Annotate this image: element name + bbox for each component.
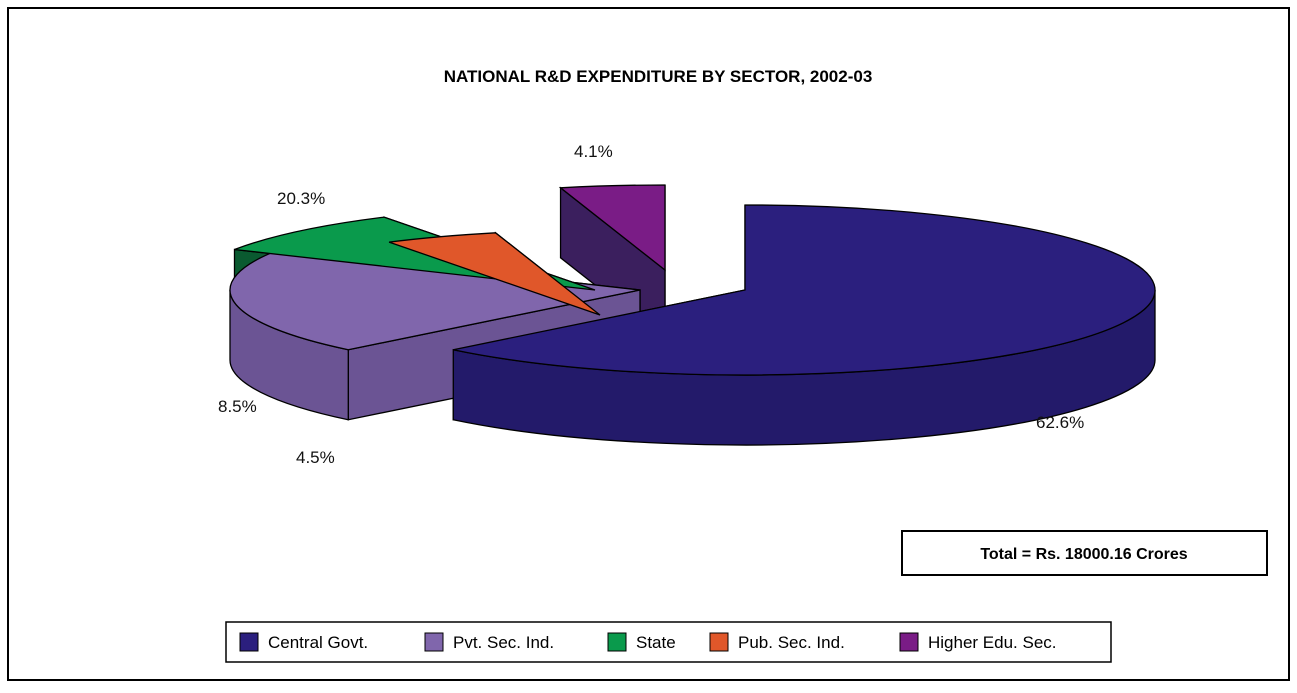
legend-box [225, 621, 1112, 663]
legend-swatch-central-govt [239, 632, 259, 652]
slice-pub-sec-ind [388, 232, 601, 316]
legend-swatch-state [607, 632, 627, 652]
slice-label-pub-sec-ind: 4.5% [296, 448, 335, 467]
slice-higher-edu-sec [558, 184, 666, 272]
slice-label-higher-edu-sec: 4.1% [574, 142, 613, 161]
legend: Central Govt. Pvt. Sec. Ind. State Pub. Sec… [239, 632, 1057, 652]
slice-label-central-govt: 62.6% [1036, 413, 1084, 432]
slice-central-govt [453, 204, 1156, 376]
legend-label-state: State [636, 633, 676, 652]
legend-swatch-pvt-sec-ind [424, 632, 444, 652]
pie-slices [229, 184, 1156, 446]
legend-label-higher-edu-sec: Higher Edu. Sec. [928, 633, 1057, 652]
total-annotation: Total = Rs. 18000.16 Crores [980, 546, 1187, 563]
legend-swatch-higher-edu-sec [899, 632, 919, 652]
legend-label-pub-sec-ind: Pub. Sec. Ind. [738, 633, 845, 652]
slice-pvt-sec-ind [229, 248, 641, 351]
slice-label-pvt-sec-ind: 20.3% [277, 189, 325, 208]
legend-label-central-govt: Central Govt. [268, 633, 368, 652]
legend-label-pvt-sec-ind: Pvt. Sec. Ind. [453, 633, 554, 652]
total-box [901, 530, 1268, 576]
chart-title: NATIONAL R&D EXPENDITURE BY SECTOR, 2002… [444, 67, 873, 86]
legend-swatch-pub-sec-ind [709, 632, 729, 652]
slice-label-state: 8.5% [218, 397, 257, 416]
